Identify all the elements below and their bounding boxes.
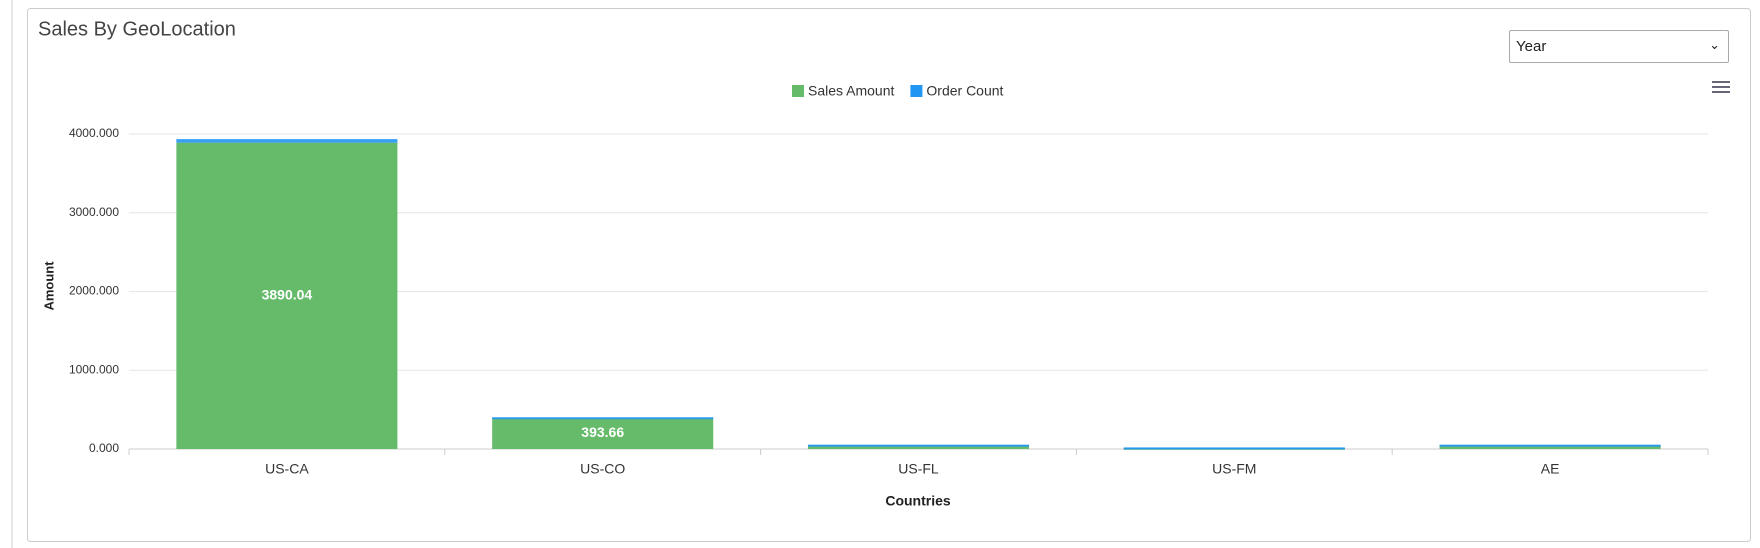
x-tick-label: AE — [1541, 461, 1560, 477]
x-tick-label: US-CO — [580, 461, 625, 477]
y-tick-label: 2000.000 — [69, 284, 119, 298]
x-tick-label: US-CA — [265, 461, 309, 477]
data-label: 393.66 — [581, 424, 624, 440]
x-axis-title: Countries — [885, 493, 951, 509]
menu-icon[interactable] — [1712, 81, 1730, 93]
bar-segment — [807, 444, 1030, 447]
dropdown-arrow: ⌄ — [1709, 37, 1720, 52]
bar-segment — [176, 139, 398, 143]
bar-segment — [1123, 447, 1345, 450]
bar-segment — [1439, 444, 1661, 447]
x-tick-label: US-FM — [1212, 461, 1256, 477]
bar-segment — [492, 417, 714, 449]
bar-segment — [492, 417, 714, 420]
panel-title: Sales By GeoLocation — [38, 18, 236, 40]
y-tick-label: 4000.000 — [69, 126, 119, 140]
y-tick-label: 0.000 — [89, 441, 119, 455]
data-label: 3890.04 — [262, 287, 313, 303]
legend-swatch — [792, 85, 804, 97]
y-tick-label: 1000.000 — [69, 362, 119, 376]
dropdown-value: Year — [1516, 38, 1547, 55]
panel — [27, 8, 1751, 542]
period-dropdown[interactable]: Year ⌄ — [1509, 30, 1729, 63]
bar-segment — [1439, 445, 1661, 449]
y-tick-label: 3000.000 — [69, 205, 119, 219]
legend-label: Order Count — [926, 83, 1003, 99]
bar-segment — [176, 142, 398, 449]
bar-segment — [807, 445, 1030, 449]
y-axis-title: Amount — [41, 261, 56, 311]
legend-label: Sales Amount — [808, 83, 894, 99]
x-tick-label: US-FL — [898, 461, 939, 477]
legend-swatch — [910, 85, 923, 97]
